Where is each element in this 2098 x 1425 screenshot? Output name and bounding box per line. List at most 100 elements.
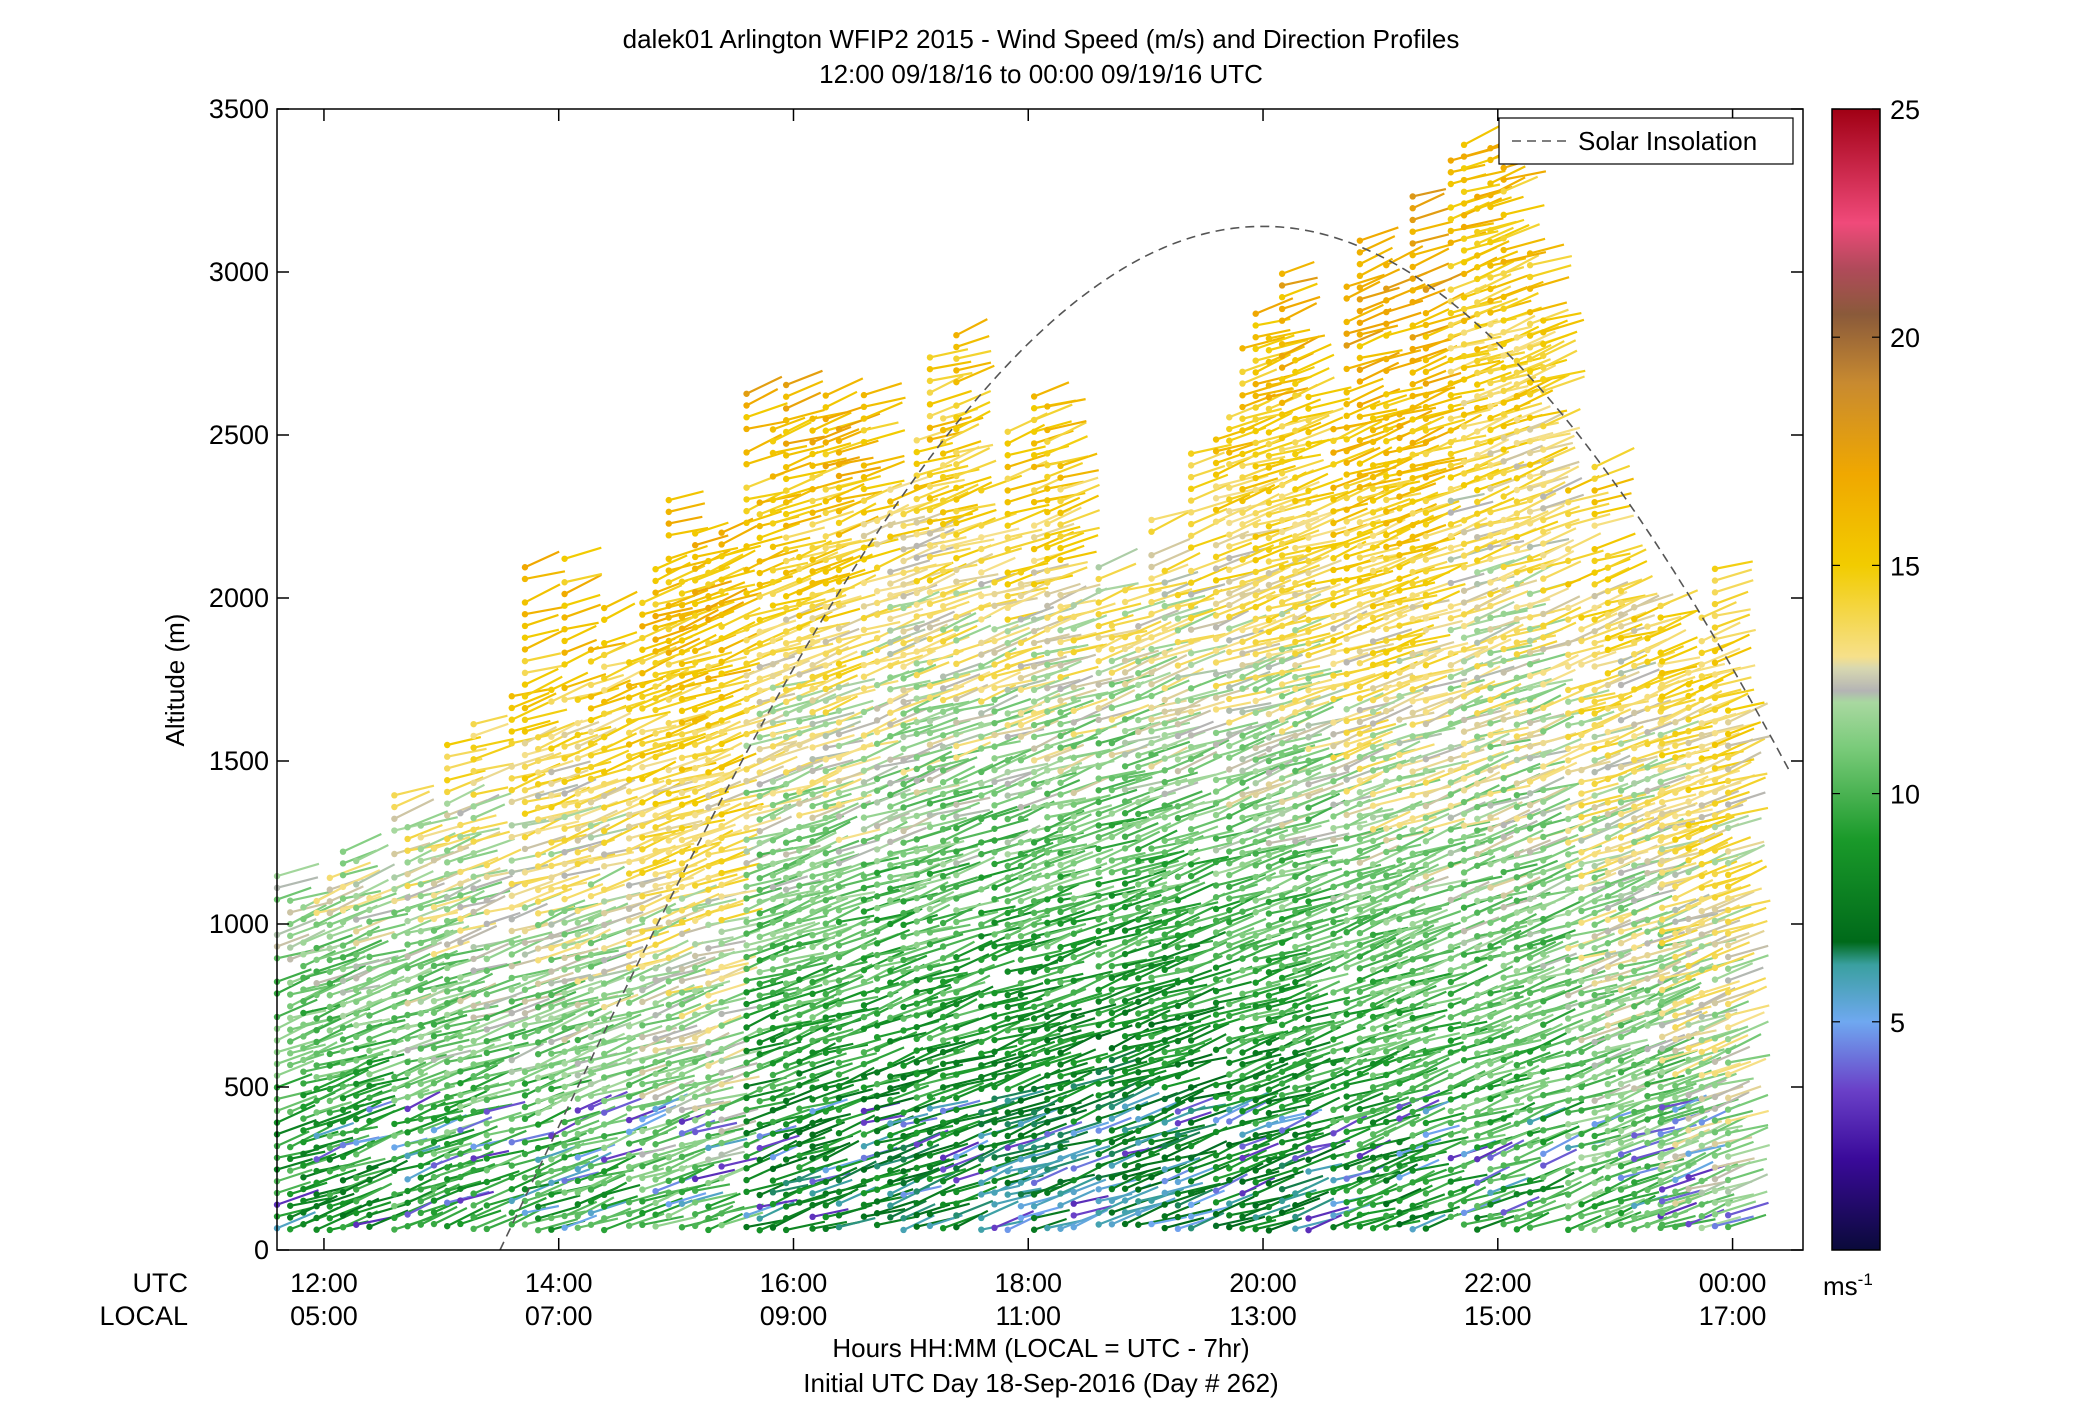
wind-barb-dot <box>782 1179 790 1187</box>
wind-barb-dot <box>652 847 659 855</box>
wind-barb <box>511 880 554 897</box>
wind-barb <box>355 959 391 980</box>
wind-barb <box>668 989 705 1006</box>
wind-barb-dot <box>887 803 894 810</box>
wind-barb <box>407 1090 441 1110</box>
wind-barb-dot <box>300 1115 307 1122</box>
wind-barb <box>537 1194 581 1208</box>
wind-barb-dot <box>678 801 686 808</box>
wind-barb-dot <box>978 557 985 564</box>
wind-barb <box>603 891 641 903</box>
wind-barb-dot <box>953 1165 960 1172</box>
wind-barb-dot <box>587 998 595 1005</box>
wind-barb-dot <box>313 897 320 905</box>
wind-barb-dot <box>561 895 568 903</box>
wind-barb-dot <box>769 543 777 551</box>
wind-barb-dot <box>601 839 608 846</box>
wind-barb-dot <box>561 625 568 633</box>
wind-barb <box>511 1008 553 1026</box>
wind-barb <box>473 1059 505 1078</box>
wind-barb-dot <box>521 798 529 806</box>
wind-barb <box>420 949 458 968</box>
wind-barb-dot <box>339 977 347 984</box>
wind-barb-dot <box>601 909 608 917</box>
wind-barb-dot <box>809 1119 816 1127</box>
wind-barb-dot <box>913 1023 920 1031</box>
wind-barb-dot <box>705 1226 712 1234</box>
wind-barb-dot <box>796 976 803 983</box>
wind-barb-dot <box>601 816 608 823</box>
wind-barb <box>603 685 638 703</box>
wind-barb-dot <box>718 646 725 654</box>
wind-barb <box>473 1013 512 1031</box>
wind-barb <box>642 1074 683 1086</box>
wind-barb-dot <box>939 1107 947 1115</box>
wind-barb-dot <box>601 921 608 929</box>
wind-barb-dot <box>404 870 411 878</box>
wind-barb <box>590 1155 633 1168</box>
wind-barb-dot <box>782 616 790 623</box>
wind-barb-dot <box>300 1174 307 1181</box>
wind-barb-dot <box>665 1036 672 1044</box>
wind-barb-dot <box>444 1176 451 1183</box>
wind-barb-dot <box>366 1059 373 1066</box>
wind-barb-dot <box>470 1002 477 1010</box>
wind-barb <box>355 1059 390 1074</box>
wind-barb-dot <box>978 815 985 823</box>
wind-barb <box>564 1037 606 1053</box>
wind-barb-dot <box>913 624 920 632</box>
wind-barb <box>473 837 515 855</box>
wind-barb-dot <box>743 390 750 397</box>
wind-barb-dot <box>705 980 712 987</box>
wind-barb-dot <box>1017 1132 1025 1139</box>
wind-barb-dot <box>822 826 829 833</box>
wind-barb-dot <box>678 707 686 715</box>
wind-barb-dot <box>665 614 672 621</box>
wind-barb-dot <box>353 1186 360 1193</box>
wind-barb-dot <box>718 588 725 595</box>
wind-barb-dot <box>926 741 934 748</box>
wind-barb-dot <box>691 1081 699 1089</box>
wind-barb-dot <box>326 921 334 929</box>
wind-barb-dot <box>743 871 750 879</box>
wind-barb-dot <box>470 1061 477 1068</box>
wind-barb-dot <box>978 745 985 752</box>
wind-barb-dot <box>1030 921 1038 928</box>
wind-barb <box>420 980 458 991</box>
wind-barb-dot <box>444 777 451 784</box>
wind-barb-dot <box>678 1083 686 1090</box>
wind-barb-dot <box>743 519 750 527</box>
wind-barb <box>603 810 643 832</box>
wind-barb-dot <box>339 860 347 867</box>
wind-barb-dot <box>287 1038 294 1045</box>
wind-barb-dot <box>625 870 633 877</box>
wind-barb <box>368 961 409 982</box>
wind-barb <box>511 902 548 921</box>
wind-barb-dot <box>417 1104 424 1111</box>
wind-barb-dot <box>457 939 464 946</box>
wind-barb-dot <box>548 956 555 963</box>
wind-barb-dot <box>483 861 491 869</box>
wind-barb <box>668 956 707 971</box>
wind-barb-dot <box>835 707 843 714</box>
wind-barb-dot <box>913 789 920 796</box>
wind-barb-dot <box>639 693 646 700</box>
wind-barb-dot <box>601 945 608 952</box>
wind-barb <box>369 998 408 1017</box>
wind-barb-dot <box>508 1080 515 1087</box>
wind-barb-dot <box>457 1103 464 1110</box>
wind-barb <box>276 862 320 878</box>
wind-barb <box>628 1153 672 1169</box>
wind-barb-dot <box>665 766 672 774</box>
wind-barb-dot <box>417 1057 424 1064</box>
wind-barb-dot <box>508 728 515 735</box>
wind-barb-dot <box>404 1023 411 1030</box>
wind-barb <box>681 568 721 583</box>
wind-barb-dot <box>601 992 608 999</box>
wind-barb-dot <box>534 769 542 776</box>
wind-barb-dot <box>926 941 934 948</box>
wind-barb-dot <box>718 1081 725 1088</box>
wind-barb-dot <box>953 954 960 961</box>
wind-barb-dot <box>822 732 829 740</box>
wind-barb-dot <box>678 1059 686 1067</box>
